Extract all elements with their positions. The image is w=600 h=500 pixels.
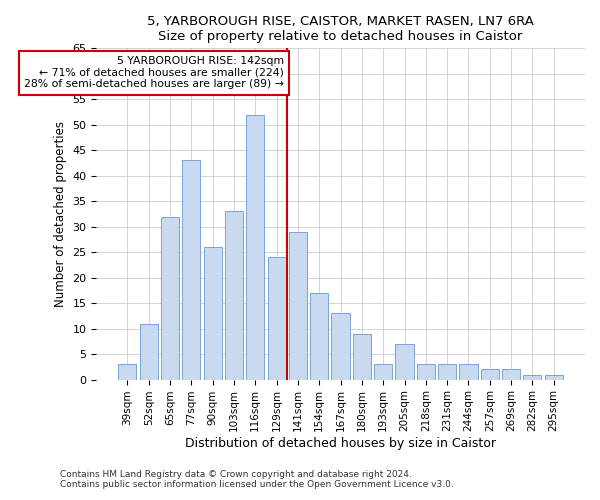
Bar (460, 364, 478, 380)
Bar (203, 247, 222, 380)
Bar (268, 258, 286, 380)
Bar (481, 370, 499, 380)
Bar (310, 293, 328, 380)
Bar (140, 324, 158, 380)
Bar (545, 374, 563, 380)
Text: 5 YARBOROUGH RISE: 142sqm
← 71% of detached houses are smaller (224)
28% of semi: 5 YARBOROUGH RISE: 142sqm ← 71% of detac… (24, 56, 284, 89)
Title: 5, YARBOROUGH RISE, CAISTOR, MARKET RASEN, LN7 6RA
Size of property relative to : 5, YARBOROUGH RISE, CAISTOR, MARKET RASE… (147, 15, 534, 43)
Bar (438, 364, 456, 380)
Bar (523, 374, 541, 380)
Bar (246, 114, 265, 380)
Bar (353, 334, 371, 380)
Bar (118, 364, 136, 380)
Y-axis label: Number of detached properties: Number of detached properties (54, 121, 67, 307)
Bar (395, 344, 413, 380)
Bar (417, 364, 435, 380)
Bar (225, 212, 243, 380)
Bar (182, 160, 200, 380)
Bar (331, 314, 350, 380)
Text: Contains HM Land Registry data © Crown copyright and database right 2024.
Contai: Contains HM Land Registry data © Crown c… (60, 470, 454, 489)
X-axis label: Distribution of detached houses by size in Caistor: Distribution of detached houses by size … (185, 437, 496, 450)
Bar (161, 216, 179, 380)
Bar (289, 232, 307, 380)
Bar (502, 370, 520, 380)
Bar (374, 364, 392, 380)
